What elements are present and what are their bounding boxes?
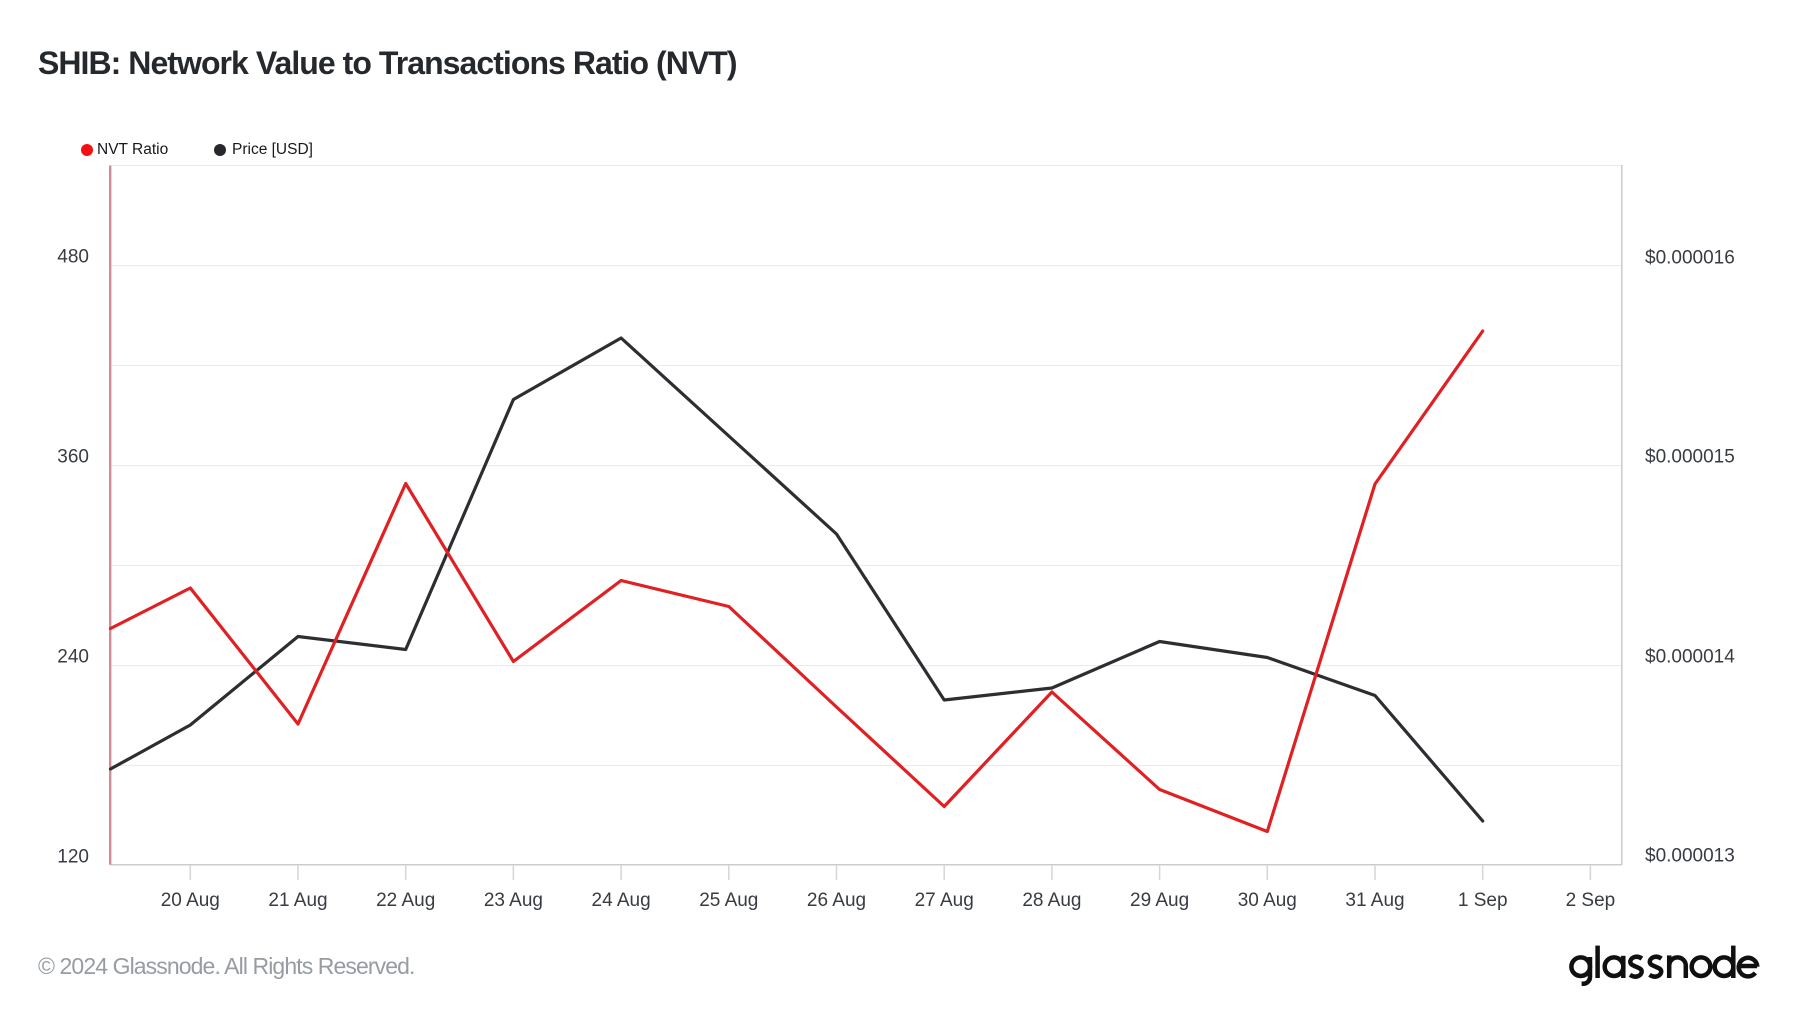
svg-text:23 Aug: 23 Aug [484, 890, 543, 911]
svg-text:21 Aug: 21 Aug [268, 890, 327, 911]
svg-text:$0.000014: $0.000014 [1645, 647, 1735, 668]
svg-text:480: 480 [57, 247, 89, 268]
svg-text:22 Aug: 22 Aug [376, 890, 435, 911]
svg-text:2 Sep: 2 Sep [1566, 890, 1616, 911]
svg-text:1 Sep: 1 Sep [1458, 890, 1508, 911]
svg-text:25 Aug: 25 Aug [699, 890, 758, 911]
svg-text:120: 120 [57, 847, 89, 868]
svg-text:28 Aug: 28 Aug [1022, 890, 1081, 911]
svg-text:31 Aug: 31 Aug [1345, 890, 1404, 911]
svg-text:27 Aug: 27 Aug [915, 890, 974, 911]
svg-text:24 Aug: 24 Aug [592, 890, 651, 911]
svg-text:20 Aug: 20 Aug [161, 890, 220, 911]
svg-text:29 Aug: 29 Aug [1130, 890, 1189, 911]
svg-text:$0.000016: $0.000016 [1645, 248, 1735, 269]
svg-text:30 Aug: 30 Aug [1238, 890, 1297, 911]
svg-text:240: 240 [57, 647, 89, 668]
svg-text:$0.000013: $0.000013 [1645, 846, 1735, 867]
svg-text:26 Aug: 26 Aug [807, 890, 866, 911]
svg-text:360: 360 [57, 447, 89, 468]
svg-text:$0.000015: $0.000015 [1645, 447, 1735, 468]
